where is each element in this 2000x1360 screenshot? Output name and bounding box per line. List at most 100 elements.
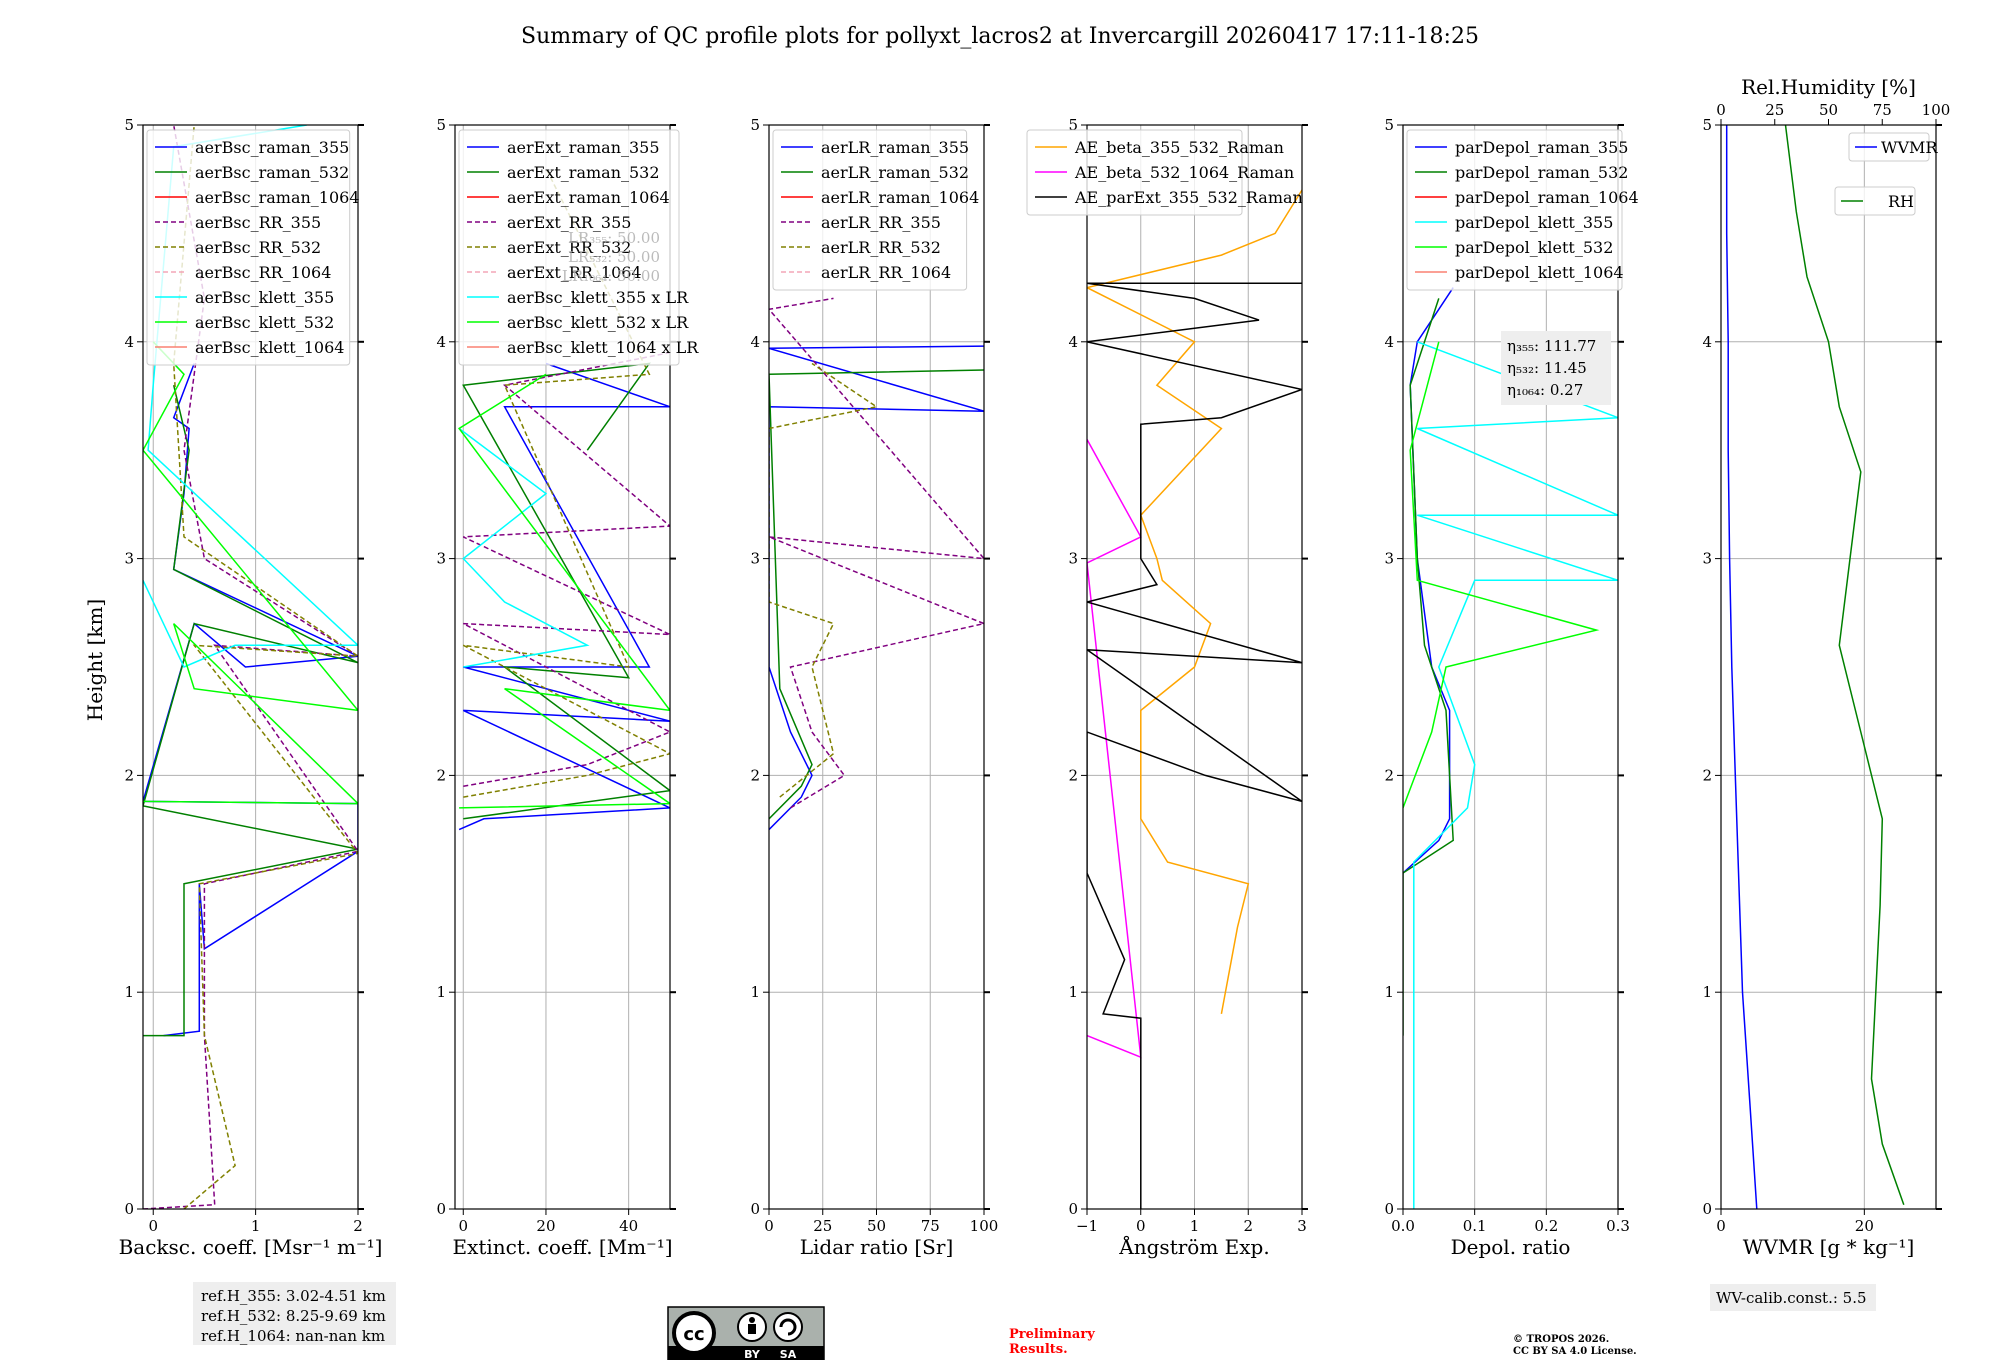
y-tick-label: 1	[750, 983, 760, 1001]
x2-axis-label: Rel.Humidity [%]	[1741, 75, 1916, 99]
legend-label: parDepol_raman_355	[1455, 138, 1628, 157]
legend-label: aerLR_raman_532	[821, 163, 969, 182]
legend-bg	[772, 129, 968, 291]
series-line-parDepol_klett_532	[1403, 341, 1600, 809]
legend-label: aerExt_raman_532	[507, 163, 660, 182]
legend-label: aerLR_raman_1064	[821, 188, 979, 207]
lr-note: LR₅₃₂: 50.00	[568, 248, 660, 266]
y-tick-label: 5	[750, 116, 760, 134]
x-tick-label: 0.1	[1463, 1217, 1487, 1235]
panel-lidarratio: 0 25 50 75 100 0 1 2 3 4 5 Lidar ratio [Sr] aerLR_ra…	[750, 116, 998, 1259]
x-tick-label: 0	[458, 1217, 468, 1235]
legend-label: parDepol_klett_532	[1455, 238, 1613, 257]
lr-note: LR₁₀₆₄: 50.00	[562, 267, 660, 285]
legend-label: aerBsc_RR_532	[195, 238, 321, 257]
eta-box: η₃₅₅: 111.77 η₅₃₂: 11.45 η₁₀₆₄: 0.27	[1501, 331, 1611, 405]
legend-label: AE_beta_532_1064_Raman	[1074, 163, 1294, 182]
x-tick-label: 40	[619, 1217, 638, 1235]
y-tick-label: 3	[124, 550, 134, 568]
cc-logo-text: cc	[683, 1324, 704, 1345]
x-tick-label: 0.0	[1391, 1217, 1415, 1235]
series-line-aerExt_RR_532	[462, 168, 670, 798]
series-line-aerBsc_klett_532	[143, 341, 358, 805]
legend-label: aerLR_RR_532	[821, 238, 941, 257]
legend-label: AE_parExt_355_532_Raman	[1074, 188, 1303, 207]
x-tick-label: 2	[353, 1217, 363, 1235]
series-line-aerBsc_RR_532	[172, 125, 358, 1209]
y-tick-label: 2	[436, 766, 446, 784]
y-tick-label: 1	[124, 983, 134, 1001]
eta-value: η₁₀₆₄: 0.27	[1507, 381, 1583, 399]
x-tick-label: 20	[536, 1217, 555, 1235]
x2-tick-label: 75	[1873, 101, 1892, 119]
series-line-aerBsc_RR_355	[143, 125, 358, 1209]
legend: aerLR_raman_355 aerLR_raman_532 aerLR_rama…	[772, 129, 979, 291]
legend-label: aerExt_raman_1064	[507, 188, 670, 207]
legend-label: aerLR_RR_355	[821, 213, 941, 232]
series-line-aerExt_RR_355	[462, 351, 670, 787]
x-tick-label: 100	[970, 1217, 999, 1235]
eta-value: η₅₃₂: 11.45	[1507, 359, 1587, 377]
x-axis-label: Backsc. coeff. [Msr⁻¹ m⁻¹]	[119, 1235, 383, 1259]
ref-height-1064: ref.H_1064: nan-nan km	[201, 1327, 385, 1345]
ref-height-532: ref.H_532: 8.25-9.69 km	[201, 1307, 386, 1325]
legend-label: AE_beta_355_532_Raman	[1074, 138, 1284, 157]
x-tick-label: 20	[1855, 1217, 1874, 1235]
legend-bg	[458, 129, 680, 366]
legend-label: aerBsc_klett_532 x LR	[507, 313, 689, 332]
y-tick-label: 0	[436, 1200, 446, 1218]
reference-heights-bg	[193, 1282, 396, 1345]
series-line-aerLR_raman_355	[769, 345, 984, 831]
y-tick-label: 5	[124, 116, 134, 134]
x-tick-label: 3	[1297, 1217, 1307, 1235]
legend-label: RH	[1888, 192, 1914, 211]
y-tick-label: 1	[1384, 983, 1394, 1001]
legend-label: WVMR	[1881, 138, 1938, 157]
x2-tick-label: 0	[1716, 101, 1726, 119]
x-axis-label: Depol. ratio	[1451, 1235, 1571, 1259]
x-tick-label: 0	[148, 1217, 158, 1235]
legend-label: aerBsc_RR_1064	[195, 263, 331, 282]
series-line-parDepol_klett_355	[1413, 341, 1618, 1209]
y-tick-label: 4	[436, 333, 446, 351]
eta-box-bg	[1501, 331, 1611, 405]
legend-bg	[1026, 129, 1243, 216]
panel-wv: 0 20 0 1 2 3 4 5 WVMR [g * kg⁻¹] 0 25 50 75 100 Rel.Hu…	[1702, 75, 1950, 1259]
wv-calib-box: WV-calib.const.: 5.5	[1710, 1284, 1876, 1311]
legend: aerExt_raman_355 aerExt_raman_532 aerExt_r…	[458, 129, 699, 366]
series-line-AE_parExt_355_532_Raman	[1087, 282, 1302, 1209]
y-tick-label: 1	[436, 983, 446, 1001]
series-line-AE_beta_355_532_Raman	[1087, 189, 1302, 1015]
x-tick-label: 0	[1136, 1217, 1146, 1235]
y-tick-label: 4	[124, 333, 134, 351]
x-axis-label: Lidar ratio [Sr]	[800, 1235, 954, 1259]
y-tick-label: 1	[1068, 983, 1078, 1001]
legend: aerBsc_raman_355 aerBsc_raman_532 aerBsc_r…	[146, 129, 360, 366]
sa-share-alike-icon	[773, 1312, 803, 1342]
legend-label: aerExt_raman_355	[507, 138, 660, 157]
wv-calib-label: WV-calib.const.: 5.5	[1716, 1289, 1867, 1307]
x-tick-label: 1	[1190, 1217, 1200, 1235]
y-tick-label: 3	[1702, 550, 1712, 568]
legend-label: parDepol_klett_1064	[1455, 263, 1624, 282]
legend: parDepol_raman_355 parDepol_raman_532 parD…	[1406, 129, 1639, 291]
x-tick-label: −1	[1076, 1217, 1098, 1235]
panel-extinction: 0 20 40 0 1 2 3 4 5 Extinct. coeff. [Mm⁻¹] aerExt_…	[436, 116, 699, 1259]
series-line-aerLR_raman_532	[769, 369, 984, 820]
series-line-aerBsc_klett_532 x LR	[458, 373, 670, 809]
y-tick-label: 5	[436, 116, 446, 134]
legend-label: parDepol_raman_1064	[1455, 188, 1639, 207]
x-tick-label: 2	[1243, 1217, 1253, 1235]
y-tick-label: 0	[750, 1200, 760, 1218]
y-tick-label: 0	[124, 1200, 134, 1218]
y-tick-label: 5	[1068, 116, 1078, 134]
x-tick-label: 50	[867, 1217, 886, 1235]
legend-label: aerBsc_raman_1064	[195, 188, 360, 207]
y-tick-label: 4	[1384, 333, 1394, 351]
y-tick-label: 5	[1384, 116, 1394, 134]
y-tick-label: 4	[750, 333, 760, 351]
legend-label: aerBsc_raman_355	[195, 138, 349, 157]
y-tick-label: 5	[1702, 116, 1712, 134]
